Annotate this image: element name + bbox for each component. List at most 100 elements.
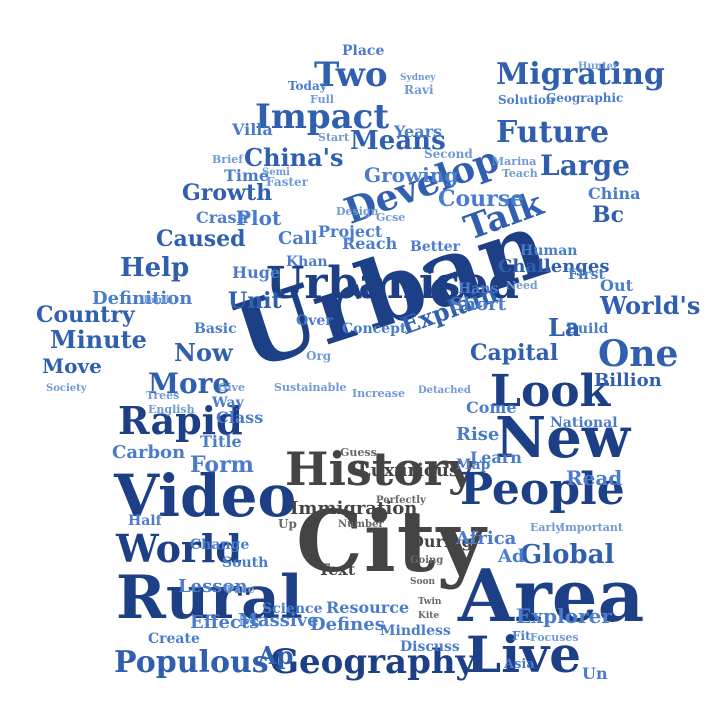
word-perfectly: Perfectly bbox=[376, 495, 426, 506]
word-billion: Billion bbox=[594, 370, 662, 391]
word-geography: Geography bbox=[270, 642, 476, 682]
word-fit: Fit bbox=[512, 629, 531, 643]
word-south: South bbox=[222, 555, 269, 571]
word-change: Change bbox=[190, 537, 250, 553]
word-read: Read bbox=[566, 466, 623, 490]
word-science: Science bbox=[262, 601, 323, 617]
word-brief: Brief bbox=[212, 153, 244, 166]
word-going: Going bbox=[410, 555, 444, 566]
word-help: Help bbox=[120, 253, 190, 283]
word-plot: Plot bbox=[236, 206, 282, 230]
word-villa: Villa bbox=[232, 120, 273, 139]
word-impact: Impact bbox=[255, 97, 390, 137]
word-national: National bbox=[550, 415, 618, 431]
word-luxurious: Luxurious bbox=[358, 460, 460, 481]
word-means: Means bbox=[350, 126, 446, 156]
word-trees: Trees bbox=[146, 389, 180, 402]
word-history: History bbox=[285, 442, 475, 496]
word-soon: Soon bbox=[410, 577, 436, 587]
word-semi: Semi bbox=[262, 167, 290, 178]
word-second: Second bbox=[424, 147, 473, 161]
word-large: Large bbox=[540, 149, 630, 182]
word-solution: Solution bbox=[498, 93, 555, 107]
word-sustainable: Sustainable bbox=[274, 381, 347, 394]
word-crash: Crash bbox=[196, 208, 249, 227]
word-caused: Caused bbox=[156, 226, 246, 252]
word-basic: Basic bbox=[194, 321, 237, 337]
word-capital: Capital bbox=[470, 340, 559, 366]
word-video: Video bbox=[114, 462, 297, 530]
word-immigration: Immigration bbox=[290, 498, 418, 519]
word-worlds: World's bbox=[600, 291, 701, 320]
word-focuses: Focuses bbox=[530, 631, 579, 644]
word-populous: Populous bbox=[114, 645, 269, 680]
word-asia: Asia bbox=[504, 657, 535, 672]
word-china: China bbox=[588, 184, 641, 203]
word-years: Years bbox=[394, 122, 443, 141]
word-early: Early bbox=[530, 521, 562, 534]
word-way: Way bbox=[212, 395, 244, 411]
word-better: Better bbox=[410, 239, 460, 255]
word-effects: Effects bbox=[190, 612, 260, 633]
word-org: Org bbox=[306, 349, 332, 363]
word-design: Design bbox=[336, 205, 379, 218]
word-move: Move bbox=[42, 354, 102, 378]
word-twin: Twin bbox=[418, 597, 442, 607]
word-half: Half bbox=[128, 513, 162, 529]
word-future: Future bbox=[496, 115, 610, 150]
word-map: Map bbox=[456, 457, 491, 473]
word-bc: Bc bbox=[592, 202, 624, 228]
word-hunter: Hunter bbox=[578, 61, 619, 72]
word-increase: Increase bbox=[352, 387, 405, 400]
word-now: Now bbox=[174, 338, 233, 367]
word-people: People bbox=[460, 464, 625, 515]
word-time: Time bbox=[224, 166, 270, 185]
word-more: More bbox=[148, 367, 231, 400]
word-unit: Unit bbox=[228, 288, 282, 314]
word-tamil: Tamil bbox=[142, 295, 174, 306]
word-two: Two bbox=[314, 55, 388, 95]
word-society: Society bbox=[46, 383, 87, 394]
word-explorer: Explorer bbox=[516, 604, 612, 628]
word-learn: Learn bbox=[470, 448, 522, 467]
word-need: Need bbox=[506, 279, 538, 292]
word-human: Human bbox=[520, 243, 578, 259]
word-ap: Ap bbox=[258, 641, 294, 670]
word-place: Place bbox=[342, 43, 385, 59]
word-gcse: Gcse bbox=[376, 211, 406, 224]
word-defines: Defines bbox=[310, 614, 385, 635]
word-up: Up bbox=[278, 517, 297, 531]
word-growth: Growth bbox=[182, 180, 273, 206]
word-ad: Ad bbox=[498, 546, 525, 567]
word-concept: Concept bbox=[342, 321, 407, 337]
word-number: Number bbox=[338, 519, 384, 530]
word-lesson: Lesson bbox=[178, 576, 248, 597]
word-migrating: Migrating bbox=[496, 57, 665, 92]
word-full: Full bbox=[310, 93, 334, 106]
word-first: First bbox=[568, 267, 605, 283]
word-kite: Kite bbox=[418, 611, 440, 621]
word-class: Class bbox=[216, 408, 264, 427]
word-new: New bbox=[495, 405, 631, 471]
word-city: City bbox=[296, 492, 487, 591]
word-world: World bbox=[116, 526, 242, 571]
word-massive: Massive bbox=[238, 610, 319, 631]
word-mindless: Mindless bbox=[380, 623, 451, 639]
word-guess: Guess bbox=[340, 446, 377, 459]
word-detached: Detached bbox=[418, 385, 471, 396]
word-teach: Teach bbox=[502, 167, 538, 180]
word-area: Area bbox=[458, 553, 645, 638]
word-important: Important bbox=[560, 521, 623, 534]
word-project: Project bbox=[318, 222, 383, 241]
word-short: Short bbox=[450, 294, 506, 315]
word-build: Build bbox=[566, 321, 609, 337]
word-urbanised: Urbanised bbox=[266, 258, 520, 309]
word-un: Un bbox=[582, 664, 608, 683]
word-la: La bbox=[548, 313, 581, 342]
word-create: Create bbox=[148, 631, 200, 647]
word-text: Text bbox=[318, 560, 356, 579]
word-rise: Rise bbox=[456, 424, 500, 445]
word-huge: Huge bbox=[232, 263, 281, 282]
